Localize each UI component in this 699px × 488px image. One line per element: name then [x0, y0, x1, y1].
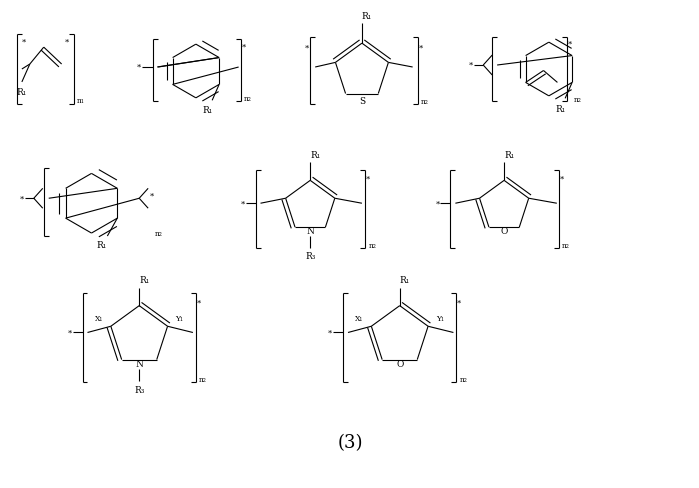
Text: X₁: X₁ [94, 315, 103, 323]
Text: n₂: n₂ [199, 375, 207, 384]
Text: R₁: R₁ [139, 276, 150, 285]
Text: n₂: n₂ [369, 242, 377, 249]
Text: *: * [469, 62, 473, 70]
Text: *: * [240, 200, 245, 208]
Text: *: * [22, 38, 26, 46]
Text: *: * [366, 175, 370, 183]
Text: (3): (3) [337, 433, 363, 451]
Text: n₂: n₂ [573, 96, 582, 103]
Text: *: * [150, 192, 154, 200]
Text: O: O [396, 359, 403, 368]
Text: R₃: R₃ [134, 385, 145, 394]
Text: n₂: n₂ [562, 242, 570, 249]
Text: *: * [328, 329, 332, 337]
Text: R₁: R₁ [504, 151, 514, 160]
Text: *: * [419, 44, 423, 52]
Text: *: * [457, 299, 461, 307]
Text: *: * [196, 299, 201, 307]
Text: Y₁: Y₁ [175, 315, 184, 323]
Text: N: N [306, 226, 314, 235]
Text: n₁: n₁ [77, 97, 85, 104]
Text: *: * [560, 175, 564, 183]
Text: *: * [20, 195, 24, 203]
Text: R₁: R₁ [362, 12, 372, 21]
Text: n₂: n₂ [155, 229, 163, 238]
Text: R₁: R₁ [202, 105, 212, 115]
Text: S: S [359, 97, 365, 106]
Text: R₁: R₁ [400, 276, 410, 285]
Text: O: O [500, 226, 507, 235]
Text: *: * [68, 329, 72, 337]
Text: Y₁: Y₁ [436, 315, 444, 323]
Text: *: * [305, 44, 310, 52]
Text: n₂: n₂ [421, 98, 428, 105]
Text: N: N [136, 359, 143, 368]
Text: R₁: R₁ [17, 88, 27, 97]
Text: R₁: R₁ [96, 241, 106, 250]
Text: *: * [435, 200, 440, 208]
Text: R₁: R₁ [310, 151, 320, 160]
Text: R₃: R₃ [305, 252, 315, 261]
Text: *: * [137, 64, 141, 72]
Text: R₁: R₁ [555, 104, 565, 114]
Text: *: * [241, 43, 246, 51]
Text: *: * [64, 38, 69, 46]
Text: n₂: n₂ [244, 95, 252, 102]
Text: X₁: X₁ [355, 315, 363, 323]
Text: n₂: n₂ [459, 375, 468, 384]
Text: *: * [568, 40, 572, 48]
